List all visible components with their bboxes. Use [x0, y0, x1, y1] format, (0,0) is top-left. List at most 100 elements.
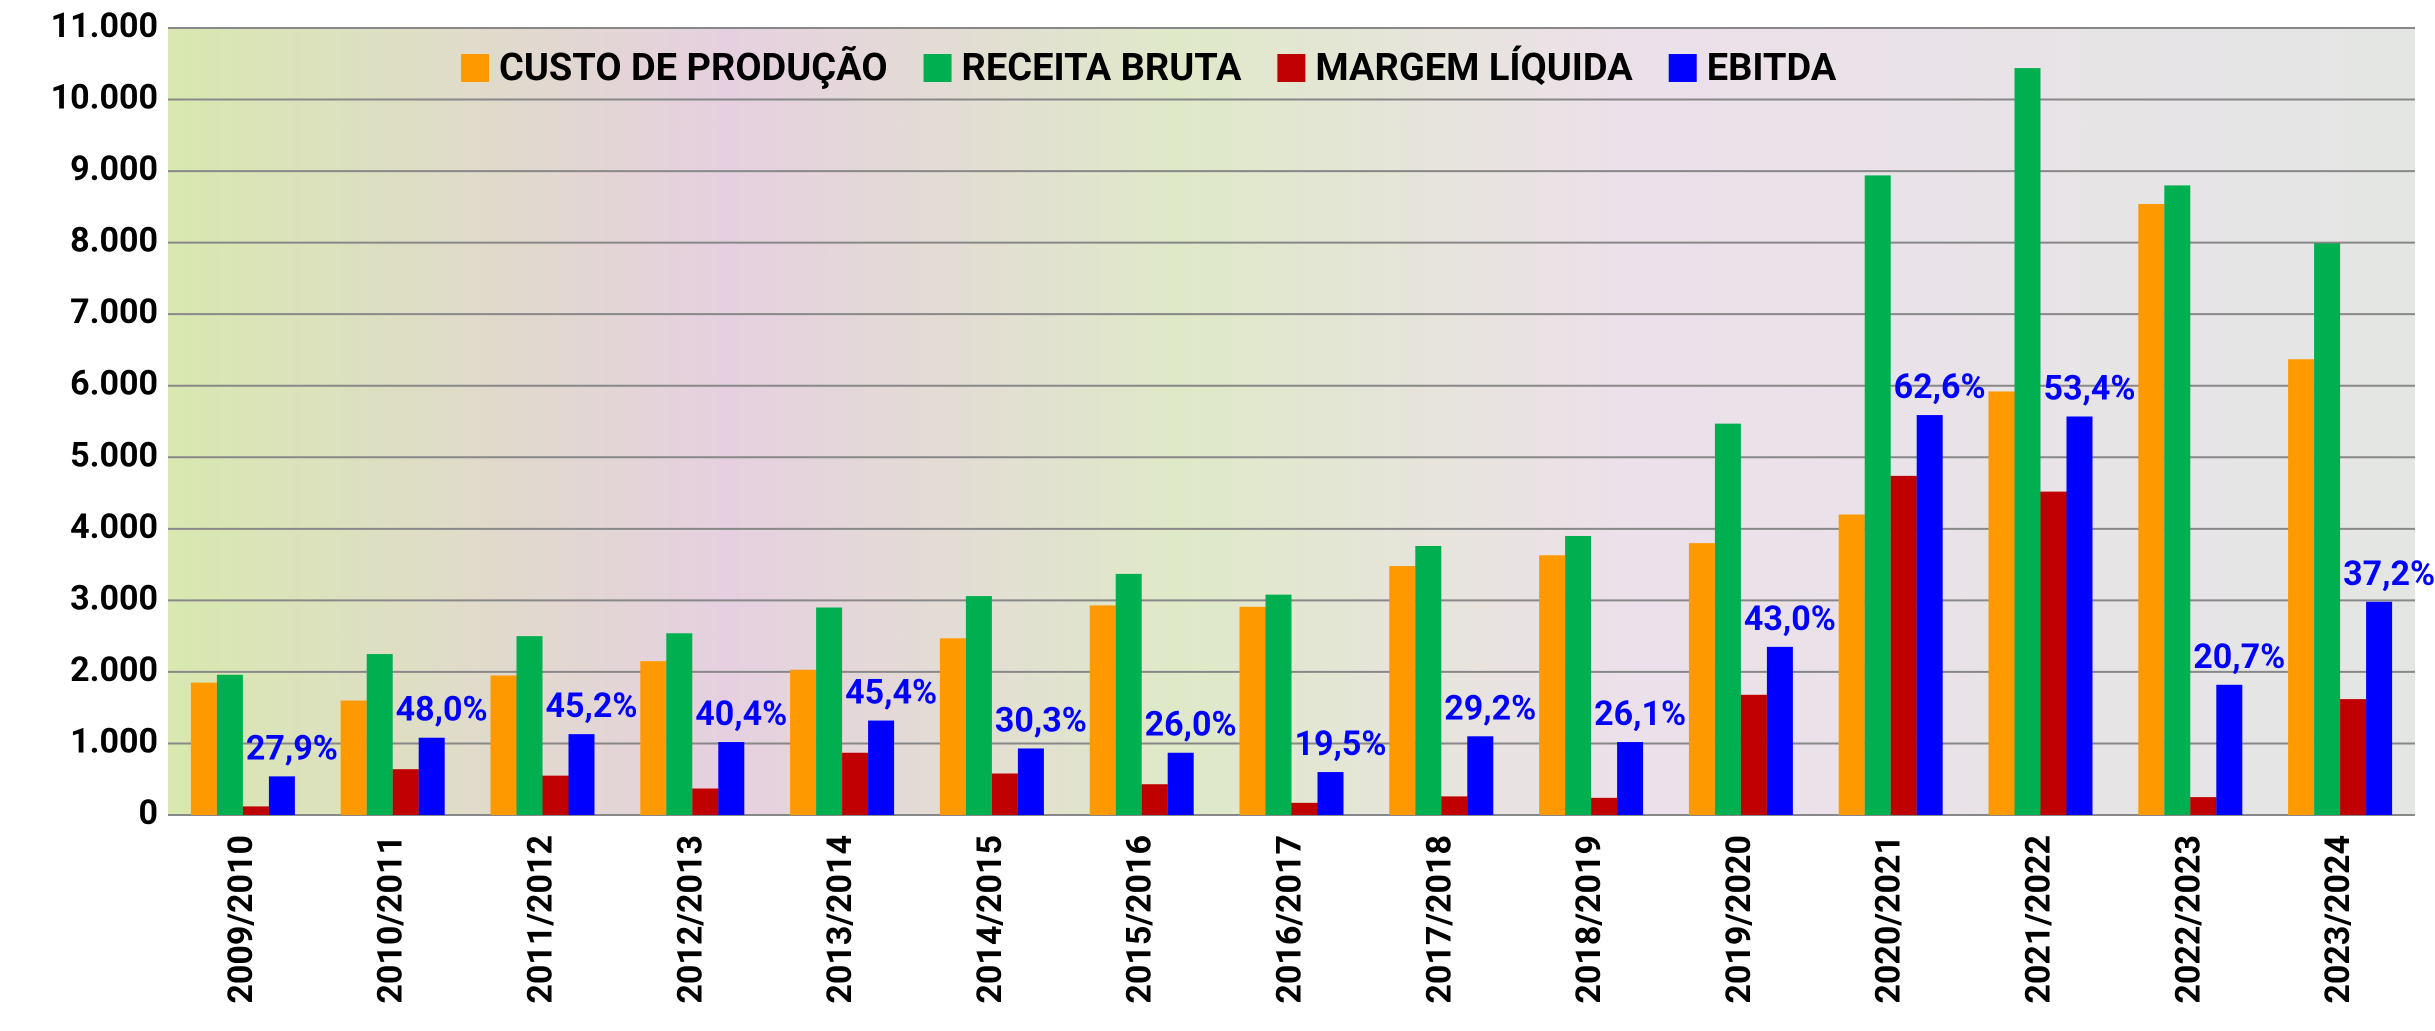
x-tick-label: 2012/2013 — [670, 835, 710, 1004]
bar — [2014, 68, 2041, 816]
x-tick-label: 2014/2015 — [970, 835, 1010, 1004]
bar — [418, 737, 445, 815]
annotation: 48,0% — [396, 690, 488, 730]
bar — [2190, 797, 2217, 815]
bar — [1239, 606, 1266, 815]
annotation: 62,6% — [1894, 367, 1986, 407]
y-tick-label: 2.000 — [70, 650, 158, 690]
x-tick-label: 2009/2010 — [221, 835, 261, 1004]
y-tick-label: 4.000 — [70, 507, 158, 547]
bar — [1988, 391, 2015, 815]
bar — [1265, 594, 1292, 815]
bar — [2314, 243, 2341, 816]
legend-label: RECEITA BRUTA — [962, 46, 1242, 90]
bar — [1591, 797, 1618, 815]
annotation: 27,9% — [246, 728, 338, 768]
bar — [2040, 491, 2067, 815]
y-tick-label: 11.000 — [51, 6, 158, 46]
bar — [1539, 555, 1566, 815]
legend-swatch — [461, 54, 489, 82]
y-tick-label: 6.000 — [70, 364, 158, 404]
bar — [1688, 543, 1715, 815]
annotation: 37,2% — [2343, 554, 2435, 594]
bar — [1890, 475, 1917, 815]
y-tick-label: 9.000 — [70, 149, 158, 189]
bar — [1089, 605, 1116, 815]
y-tick-label: 0 — [138, 793, 158, 833]
bar — [1467, 736, 1494, 815]
x-tick-label: 2019/2020 — [1719, 835, 1759, 1004]
y-tick-label: 1.000 — [70, 721, 158, 761]
bar — [2216, 684, 2243, 815]
bar — [2066, 416, 2093, 815]
x-tick-label: 2017/2018 — [1419, 835, 1459, 1004]
bar — [2164, 185, 2191, 815]
x-tick-label: 2020/2021 — [1869, 835, 1909, 1004]
bar — [392, 769, 419, 815]
x-tick-label: 2022/2023 — [2168, 835, 2208, 1004]
bar — [1441, 796, 1468, 815]
annotation: 40,4% — [695, 694, 787, 734]
bar — [242, 806, 269, 815]
bar — [216, 674, 243, 815]
y-tick-label: 5.000 — [70, 435, 158, 475]
x-tick-label: 2018/2019 — [1569, 835, 1609, 1004]
bar — [790, 669, 817, 815]
bar — [692, 788, 719, 815]
bar — [1740, 694, 1767, 815]
x-tick-label: 2010/2011 — [371, 835, 411, 1004]
bar — [1141, 784, 1168, 815]
y-tick-label: 3.000 — [70, 578, 158, 618]
bar — [640, 661, 667, 815]
annotation: 53,4% — [2043, 368, 2135, 408]
bar — [1115, 573, 1142, 815]
annotation: 19,5% — [1294, 724, 1386, 764]
x-tick-label: 2013/2014 — [820, 835, 860, 1004]
y-tick-label: 7.000 — [70, 292, 158, 332]
bar — [490, 675, 517, 815]
bar — [1714, 423, 1741, 815]
bar — [1415, 545, 1442, 815]
bar — [568, 734, 595, 815]
y-tick-label: 8.000 — [70, 221, 158, 261]
bar — [816, 607, 843, 815]
bar — [1017, 748, 1044, 815]
annotation: 29,2% — [1444, 688, 1536, 728]
bar — [1317, 772, 1344, 815]
legend-swatch — [923, 54, 952, 82]
bar — [991, 773, 1018, 815]
bar — [2366, 601, 2393, 815]
annotation: 26,1% — [1594, 694, 1686, 734]
bar — [718, 742, 745, 815]
bar — [1838, 514, 1865, 815]
bar — [1389, 566, 1416, 815]
bar — [1291, 802, 1318, 815]
legend-label: EBITDA — [1707, 46, 1837, 90]
bar — [1565, 535, 1592, 815]
legend-swatch — [1277, 54, 1306, 82]
x-tick-label: 2011/2012 — [520, 835, 560, 1004]
annotation: 20,7% — [2193, 637, 2285, 677]
x-tick-label: 2015/2016 — [1120, 835, 1160, 1004]
legend-label: MARGEM LÍQUIDA — [1315, 45, 1633, 90]
bar — [2340, 699, 2367, 815]
y-tick-label: 10.000 — [51, 78, 158, 118]
bar — [366, 654, 393, 815]
bar — [2138, 204, 2165, 815]
bar — [1167, 752, 1194, 815]
x-tick-label: 2023/2024 — [2318, 835, 2358, 1004]
x-tick-label: 2021/2022 — [2018, 835, 2058, 1004]
bar — [965, 596, 992, 815]
bar — [268, 776, 295, 815]
legend-swatch — [1668, 54, 1697, 82]
x-tick-label: 2016/2017 — [1269, 835, 1309, 1004]
annotation: 45,4% — [845, 673, 937, 713]
bar — [190, 682, 217, 815]
bar — [2288, 359, 2315, 815]
bar — [666, 633, 693, 815]
bar — [1916, 415, 1943, 815]
bar — [939, 638, 966, 815]
bar — [1864, 175, 1891, 815]
bar — [1766, 646, 1793, 815]
